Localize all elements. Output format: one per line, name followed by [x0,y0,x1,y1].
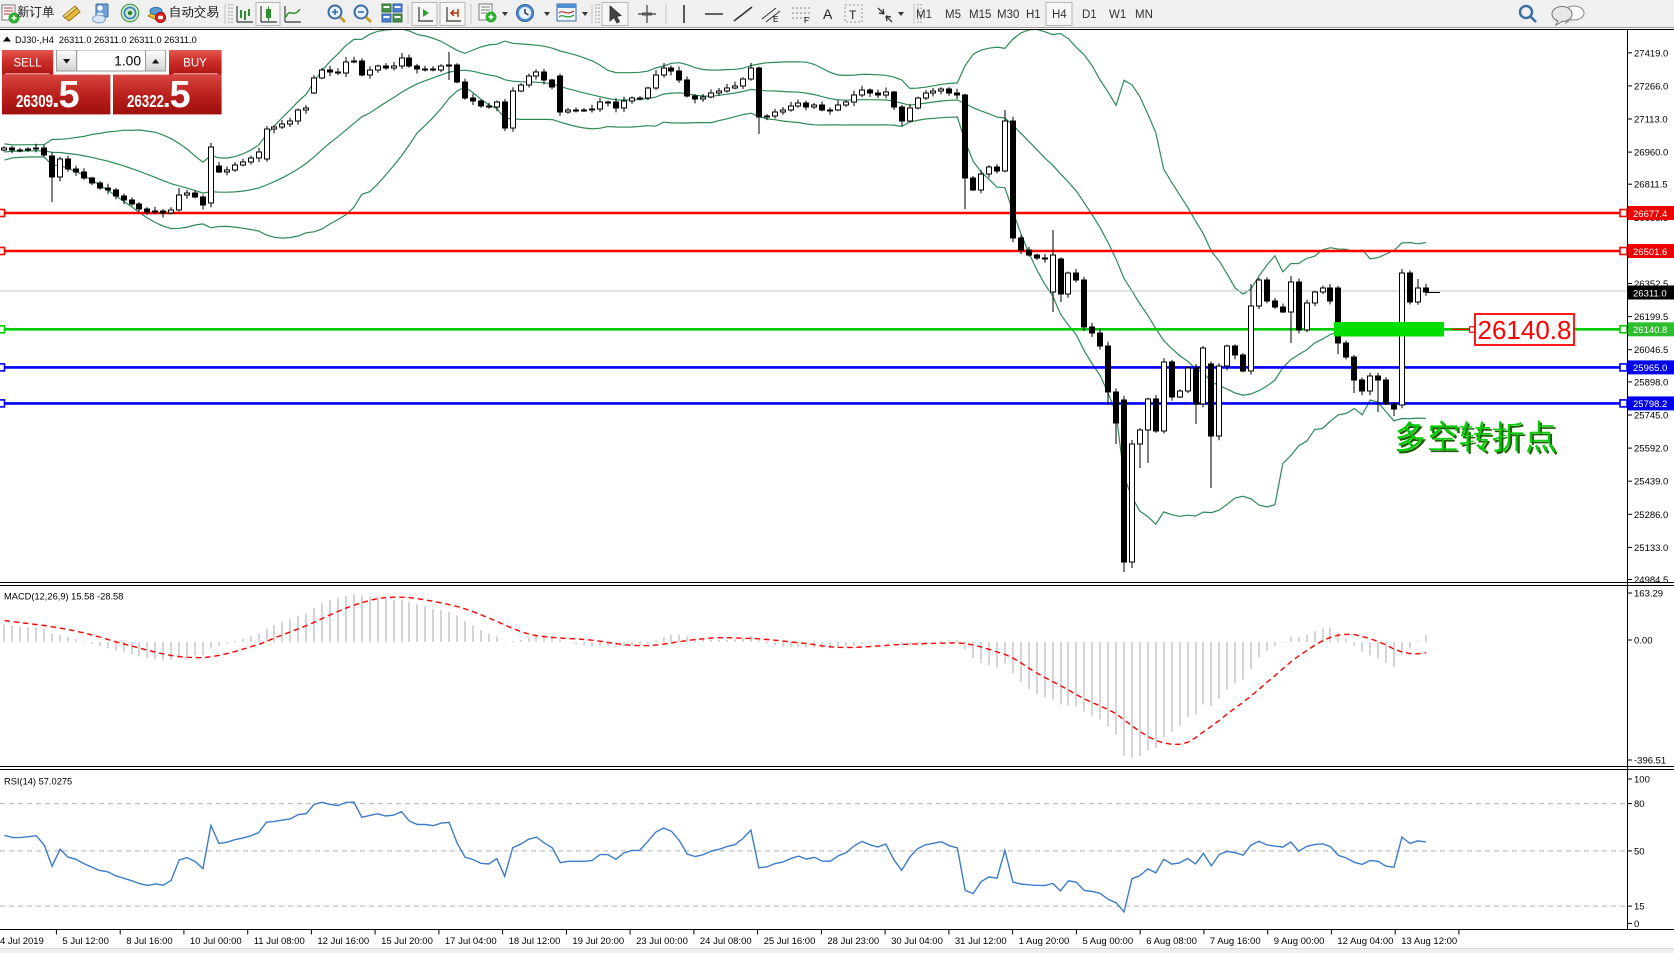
svg-text:8 Jul 16:00: 8 Jul 16:00 [126,936,172,947]
svg-text:25439.0: 25439.0 [1634,477,1668,488]
svg-text:.: . [52,83,60,113]
svg-text:SELL: SELL [14,57,43,69]
svg-text:27113.0: 27113.0 [1634,115,1668,126]
svg-text:25286.0: 25286.0 [1634,510,1668,521]
svg-text:E: E [773,15,778,24]
svg-text:5: 5 [59,74,80,115]
svg-text:13 Aug 12:00: 13 Aug 12:00 [1401,936,1457,947]
svg-text:26322: 26322 [127,92,164,111]
svg-text:30 Jul 04:00: 30 Jul 04:00 [891,936,943,947]
svg-text:15: 15 [1634,902,1645,913]
svg-text:24984.5: 24984.5 [1634,575,1668,586]
svg-text:80: 80 [1634,799,1645,810]
svg-text:19 Jul 20:00: 19 Jul 20:00 [572,936,624,947]
svg-text:7 Aug 16:00: 7 Aug 16:00 [1210,936,1261,947]
svg-text:24 Jul 08:00: 24 Jul 08:00 [700,936,752,947]
svg-text:26311.0: 26311.0 [1633,288,1667,299]
svg-text:MACD(12,26,9) 15.58 -28.58: MACD(12,26,9) 15.58 -28.58 [4,592,123,602]
svg-text:1.00: 1.00 [114,53,141,68]
svg-text:W1: W1 [1109,9,1126,21]
svg-text:17 Jul 04:00: 17 Jul 04:00 [445,936,497,947]
svg-text:M30: M30 [997,9,1019,21]
svg-text:5 Jul 12:00: 5 Jul 12:00 [62,936,108,947]
svg-text:F: F [804,16,809,25]
svg-text:12 Jul 16:00: 12 Jul 16:00 [317,936,369,947]
svg-text:11 Jul 08:00: 11 Jul 08:00 [254,936,305,947]
svg-text:26501.6: 26501.6 [1633,247,1667,258]
svg-text:1 Aug 20:00: 1 Aug 20:00 [1019,936,1070,947]
svg-text:26960.0: 26960.0 [1634,148,1668,159]
svg-text:26811.5: 26811.5 [1634,180,1668,191]
svg-text:M1: M1 [916,9,932,21]
svg-text:RSI(14) 57.0275: RSI(14) 57.0275 [4,777,72,787]
svg-text:BUY: BUY [183,57,207,69]
svg-text:DJ30-,H4 26311.0 26311.0 2631: DJ30-,H4 26311.0 26311.0 26311.0 26311.0 [15,35,197,45]
svg-text:28 Jul 23:00: 28 Jul 23:00 [827,936,879,947]
svg-text:T: T [849,8,857,22]
svg-text:A: A [823,6,833,22]
svg-text:25745.0: 25745.0 [1634,411,1668,422]
svg-text:18 Jul 12:00: 18 Jul 12:00 [509,936,561,947]
svg-text:25133.0: 25133.0 [1634,543,1668,554]
svg-text:4 Jul 2019: 4 Jul 2019 [0,936,44,947]
svg-text:M15: M15 [969,9,991,21]
svg-text:0.00: 0.00 [1634,636,1653,647]
svg-text:26199.5: 26199.5 [1634,312,1668,323]
svg-text:25 Jul 16:00: 25 Jul 16:00 [764,936,816,947]
svg-text:31 Jul 12:00: 31 Jul 12:00 [955,936,1007,947]
svg-text:26046.5: 26046.5 [1634,345,1668,356]
svg-text:25898.0: 25898.0 [1634,377,1668,388]
svg-text:163.29: 163.29 [1634,589,1663,600]
svg-text:5: 5 [170,74,191,115]
svg-text:26309: 26309 [16,92,53,111]
svg-text:0: 0 [1634,919,1639,930]
svg-text:27419.0: 27419.0 [1634,48,1668,59]
svg-text:26677.4: 26677.4 [1633,209,1667,220]
svg-text:5 Aug 00:00: 5 Aug 00:00 [1082,936,1133,947]
svg-text:15 Jul 20:00: 15 Jul 20:00 [381,936,433,947]
svg-text:.: . [163,83,171,113]
svg-text:25592.0: 25592.0 [1634,444,1668,455]
svg-text:26140.8: 26140.8 [1633,325,1667,336]
svg-text:10 Jul 00:00: 10 Jul 00:00 [190,936,242,947]
svg-text:100: 100 [1634,775,1650,786]
svg-text:6 Aug 08:00: 6 Aug 08:00 [1146,936,1197,947]
svg-text:-396.51: -396.51 [1634,756,1666,767]
svg-text:26352.5: 26352.5 [1634,279,1668,290]
svg-text:25798.2: 25798.2 [1633,399,1667,410]
svg-text:12 Aug 04:00: 12 Aug 04:00 [1337,936,1393,947]
svg-text:25965.0: 25965.0 [1633,363,1667,374]
svg-text:23 Jul 00:00: 23 Jul 00:00 [636,936,688,947]
svg-text:MN: MN [1135,9,1153,21]
svg-text:H1: H1 [1026,9,1041,21]
svg-text:M5: M5 [945,9,961,21]
svg-text:H4: H4 [1052,9,1067,21]
svg-text:D1: D1 [1082,9,1097,21]
svg-text:26140.8: 26140.8 [1478,315,1572,345]
svg-text:27266.0: 27266.0 [1634,81,1668,92]
svg-text:50: 50 [1634,846,1645,857]
svg-text:9 Aug 00:00: 9 Aug 00:00 [1274,936,1325,947]
